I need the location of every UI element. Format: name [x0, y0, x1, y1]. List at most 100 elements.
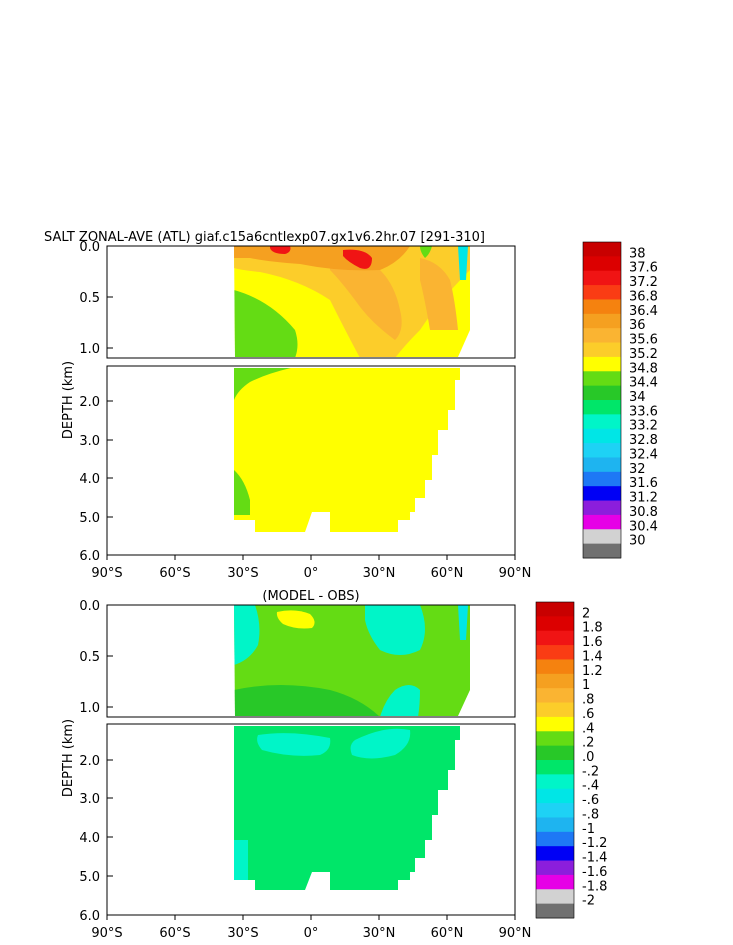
top-y-tick-label: 4.0 — [79, 472, 100, 487]
top-colorbar-swatch — [583, 471, 621, 487]
bottom-y-tick-label: 0.0 — [79, 599, 100, 614]
bottom-lower-fill-cyan-east — [350, 728, 411, 759]
top-x-tick-label: 60°S — [159, 566, 190, 581]
top-colorbar-label: 32.4 — [629, 447, 658, 462]
bottom-colorbar-swatch — [536, 602, 574, 617]
bottom-colorbar-swatch — [536, 831, 574, 847]
bottom-colorbar-swatch — [536, 860, 574, 876]
top-colorbar-label: 32 — [629, 462, 646, 477]
bottom-colorbar-label: -.2 — [582, 764, 599, 779]
top-colorbar-swatch — [583, 514, 621, 530]
bottom-lower-fill-cyan-west — [257, 733, 331, 756]
top-colorbar-swatch — [583, 285, 621, 300]
bottom-x-tick-label: 90°N — [499, 926, 532, 941]
bottom-colorbar-label: 2 — [582, 606, 590, 621]
top-upper-fill-green-left — [234, 290, 298, 357]
bottom-upper-fill-green-band — [234, 685, 380, 716]
top-y-tick-label: 0.0 — [79, 240, 100, 255]
bottom-colorbar-swatch — [536, 760, 574, 775]
bottom-colorbar-label: .8 — [582, 693, 594, 708]
bottom-colorbar-label: -1.8 — [582, 879, 607, 894]
bottom-colorbar-label: -.8 — [582, 807, 599, 822]
bottom-colorbar-swatch — [536, 702, 574, 718]
top-colorbar-label: 38 — [629, 246, 646, 261]
top-colorbar-swatch — [583, 242, 621, 257]
top-colorbar-label: 37.2 — [629, 275, 658, 290]
top-lower-panel — [106, 365, 516, 556]
top-upper-fill-red-west — [270, 246, 291, 254]
bottom-colorbar-swatch — [536, 817, 574, 833]
top-x-tick-label: 0° — [304, 566, 319, 581]
top-colorbar-label: 30.4 — [629, 519, 658, 534]
top-x-tick-labels: 90°S 60°S 30°S 0° 30°N 60°N 90°N — [91, 566, 531, 581]
top-colorbar-label: 36.8 — [629, 289, 658, 304]
top-lower-fill-green-bottom — [234, 470, 250, 515]
bottom-y-axis-label: DEPTH (km) — [61, 719, 76, 797]
bottom-colorbar-label: .0 — [582, 750, 594, 765]
top-colorbar-label: 34.4 — [629, 376, 658, 391]
top-upper-panel — [106, 245, 516, 359]
top-colorbar-label: 36.4 — [629, 304, 658, 319]
top-colorbar-swatch — [583, 414, 621, 430]
top-colorbar-swatch — [583, 313, 621, 329]
bottom-colorbar-swatch — [536, 903, 574, 919]
bottom-upper-frame — [106, 604, 516, 718]
top-colorbar-swatch — [583, 371, 621, 387]
top-colorbar-swatch — [583, 543, 621, 559]
top-colorbar-swatch — [583, 400, 621, 415]
top-x-tick-label: 30°N — [363, 566, 396, 581]
bottom-colorbar-swatch — [536, 659, 574, 675]
bottom-y-tick-label: 5.0 — [79, 870, 100, 885]
bottom-colorbar-swatch — [536, 673, 574, 689]
bottom-y-tick-label: 3.0 — [79, 792, 100, 807]
top-colorbar-label: 32.8 — [629, 433, 658, 448]
top-x-tick-label: 90°S — [91, 566, 122, 581]
top-colorbar-label: 35.2 — [629, 347, 658, 362]
top-colorbar-label: 30 — [629, 534, 646, 549]
bottom-upper-fill-cyan-mid — [365, 605, 425, 655]
top-upper-fill-green-north — [420, 246, 432, 258]
bottom-colorbar-label: -.4 — [582, 779, 599, 794]
top-colorbar-swatch — [583, 299, 621, 315]
top-upper-frame — [106, 245, 516, 359]
top-colorbar: 3837.637.236.836.43635.635.234.834.43433… — [582, 241, 658, 559]
bottom-colorbar-swatch — [536, 688, 574, 704]
top-y-tick-label: 5.0 — [79, 511, 100, 526]
top-colorbar-label: 35.6 — [629, 333, 658, 348]
top-colorbar-frame — [582, 241, 622, 559]
bottom-colorbar-label: 1.8 — [582, 621, 603, 636]
top-colorbar-label: 34 — [629, 390, 646, 405]
bottom-x-tick-label: 60°S — [159, 926, 190, 941]
top-colorbar-swatch — [583, 328, 621, 344]
bottom-chart-title: (MODEL - OBS) — [262, 589, 359, 604]
top-colorbar-label: 36 — [629, 318, 646, 333]
bottom-x-tick-label: 30°N — [363, 926, 396, 941]
bottom-upper-fill-cyan-deep — [380, 685, 420, 716]
bottom-colorbar-swatch — [536, 889, 574, 905]
top-upper-fill-orange-right — [330, 260, 402, 340]
top-y-tick-labels: 0.0 0.5 1.0 2.0 3.0 4.0 5.0 6.0 — [79, 240, 100, 564]
top-upper-fill-red-east — [343, 249, 372, 269]
bottom-lower-panel — [106, 723, 516, 916]
bottom-x-tick-label: 60°N — [431, 926, 464, 941]
top-upper-fill-teal-north — [458, 246, 468, 280]
top-chart-title: SALT ZONAL-AVE (ATL) giaf.c15a6cntlexp07… — [44, 230, 485, 245]
bottom-colorbar-label: -1.4 — [582, 851, 607, 866]
bottom-y-tick-label: 4.0 — [79, 831, 100, 846]
bottom-upper-panel — [106, 604, 516, 718]
bottom-colorbar-swatch — [536, 716, 574, 732]
bottom-colorbar-label: .2 — [582, 736, 594, 751]
top-colorbar-swatch — [583, 356, 621, 372]
top-colorbar-swatch — [583, 486, 621, 502]
bottom-colorbar-swatch — [536, 803, 574, 818]
top-colorbar-swatch — [583, 443, 621, 458]
bottom-colorbar-swatch — [536, 846, 574, 862]
bottom-colorbar-swatch — [536, 616, 574, 632]
bottom-colorbar-label: -1.2 — [582, 836, 607, 851]
top-y-tick-label: 0.5 — [79, 291, 100, 306]
bottom-colorbar: 21.81.61.41.21.8.6.4.2.0-.2-.4-.6-.8-1-1… — [535, 601, 607, 919]
bottom-y-tick-label: 2.0 — [79, 754, 100, 769]
top-colorbar-swatch — [583, 428, 621, 444]
bottom-colorbar-label: .4 — [582, 721, 594, 736]
